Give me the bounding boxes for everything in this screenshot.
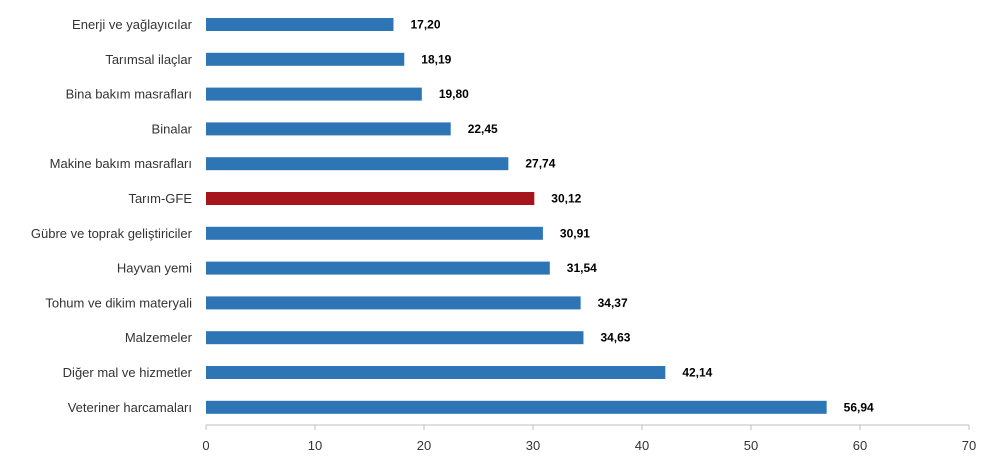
category-label: Bina bakım masrafları [66,87,192,102]
x-tick-label: 0 [202,438,209,453]
value-label: 42,14 [682,366,712,380]
value-label: 34,63 [600,331,630,345]
x-tick-label: 70 [962,438,976,453]
bar-8 [206,261,550,275]
category-label: Hayvan yemi [117,261,192,276]
value-label: 30,91 [560,226,590,240]
bar-4 [206,122,451,136]
bar-6 [206,192,535,205]
category-label: Enerji ve yağlayıcılar [72,17,193,32]
category-label: Tarım-GFE [128,191,192,206]
category-label: Binalar [152,121,193,136]
value-label: 30,12 [551,192,581,206]
x-tick-label: 40 [635,438,649,453]
category-labels: Enerji ve yağlayıcılar Tarımsal ilaçlar Bi… [31,17,193,415]
value-label: 34,37 [598,296,628,310]
value-label: 31,54 [567,261,597,275]
value-label: 56,94 [844,400,874,414]
category-label: Veteriner harcamaları [68,400,192,415]
value-label: 18,19 [421,52,451,66]
x-tick-label: 60 [853,438,867,453]
category-label: Diğer mal ve hizmetler [63,365,193,380]
x-tick-label: 30 [526,438,540,453]
x-tick-label: 50 [744,438,758,453]
bar-3 [206,87,422,101]
bar-7 [206,226,543,240]
category-label: Malzemeler [125,330,193,345]
bar-12 [206,400,827,414]
category-label: Gübre ve toprak geliştiriciler [31,226,193,241]
x-axis: 0 10 20 30 40 50 60 70 [202,424,976,453]
bar-5 [206,157,509,171]
bar-9 [206,296,581,310]
bars-group [206,18,827,414]
value-label: 22,45 [468,122,498,136]
category-label: Tohum ve dikim materyali [45,295,192,310]
category-label: Makine bakım masrafları [50,156,192,171]
value-label: 27,74 [525,157,555,171]
value-label: 19,80 [439,87,469,101]
x-tick-label: 10 [308,438,322,453]
bar-1 [206,18,394,31]
value-labels: 17,20 18,19 19,80 22,45 27,74 30,12 30,91 31,54… [410,18,874,415]
category-label: Tarımsal ilaçlar [105,52,192,67]
bar-2 [206,52,405,66]
bar-10 [206,331,584,345]
x-tick-label: 20 [417,438,431,453]
bar-11 [206,366,666,379]
value-label: 17,20 [410,18,440,32]
